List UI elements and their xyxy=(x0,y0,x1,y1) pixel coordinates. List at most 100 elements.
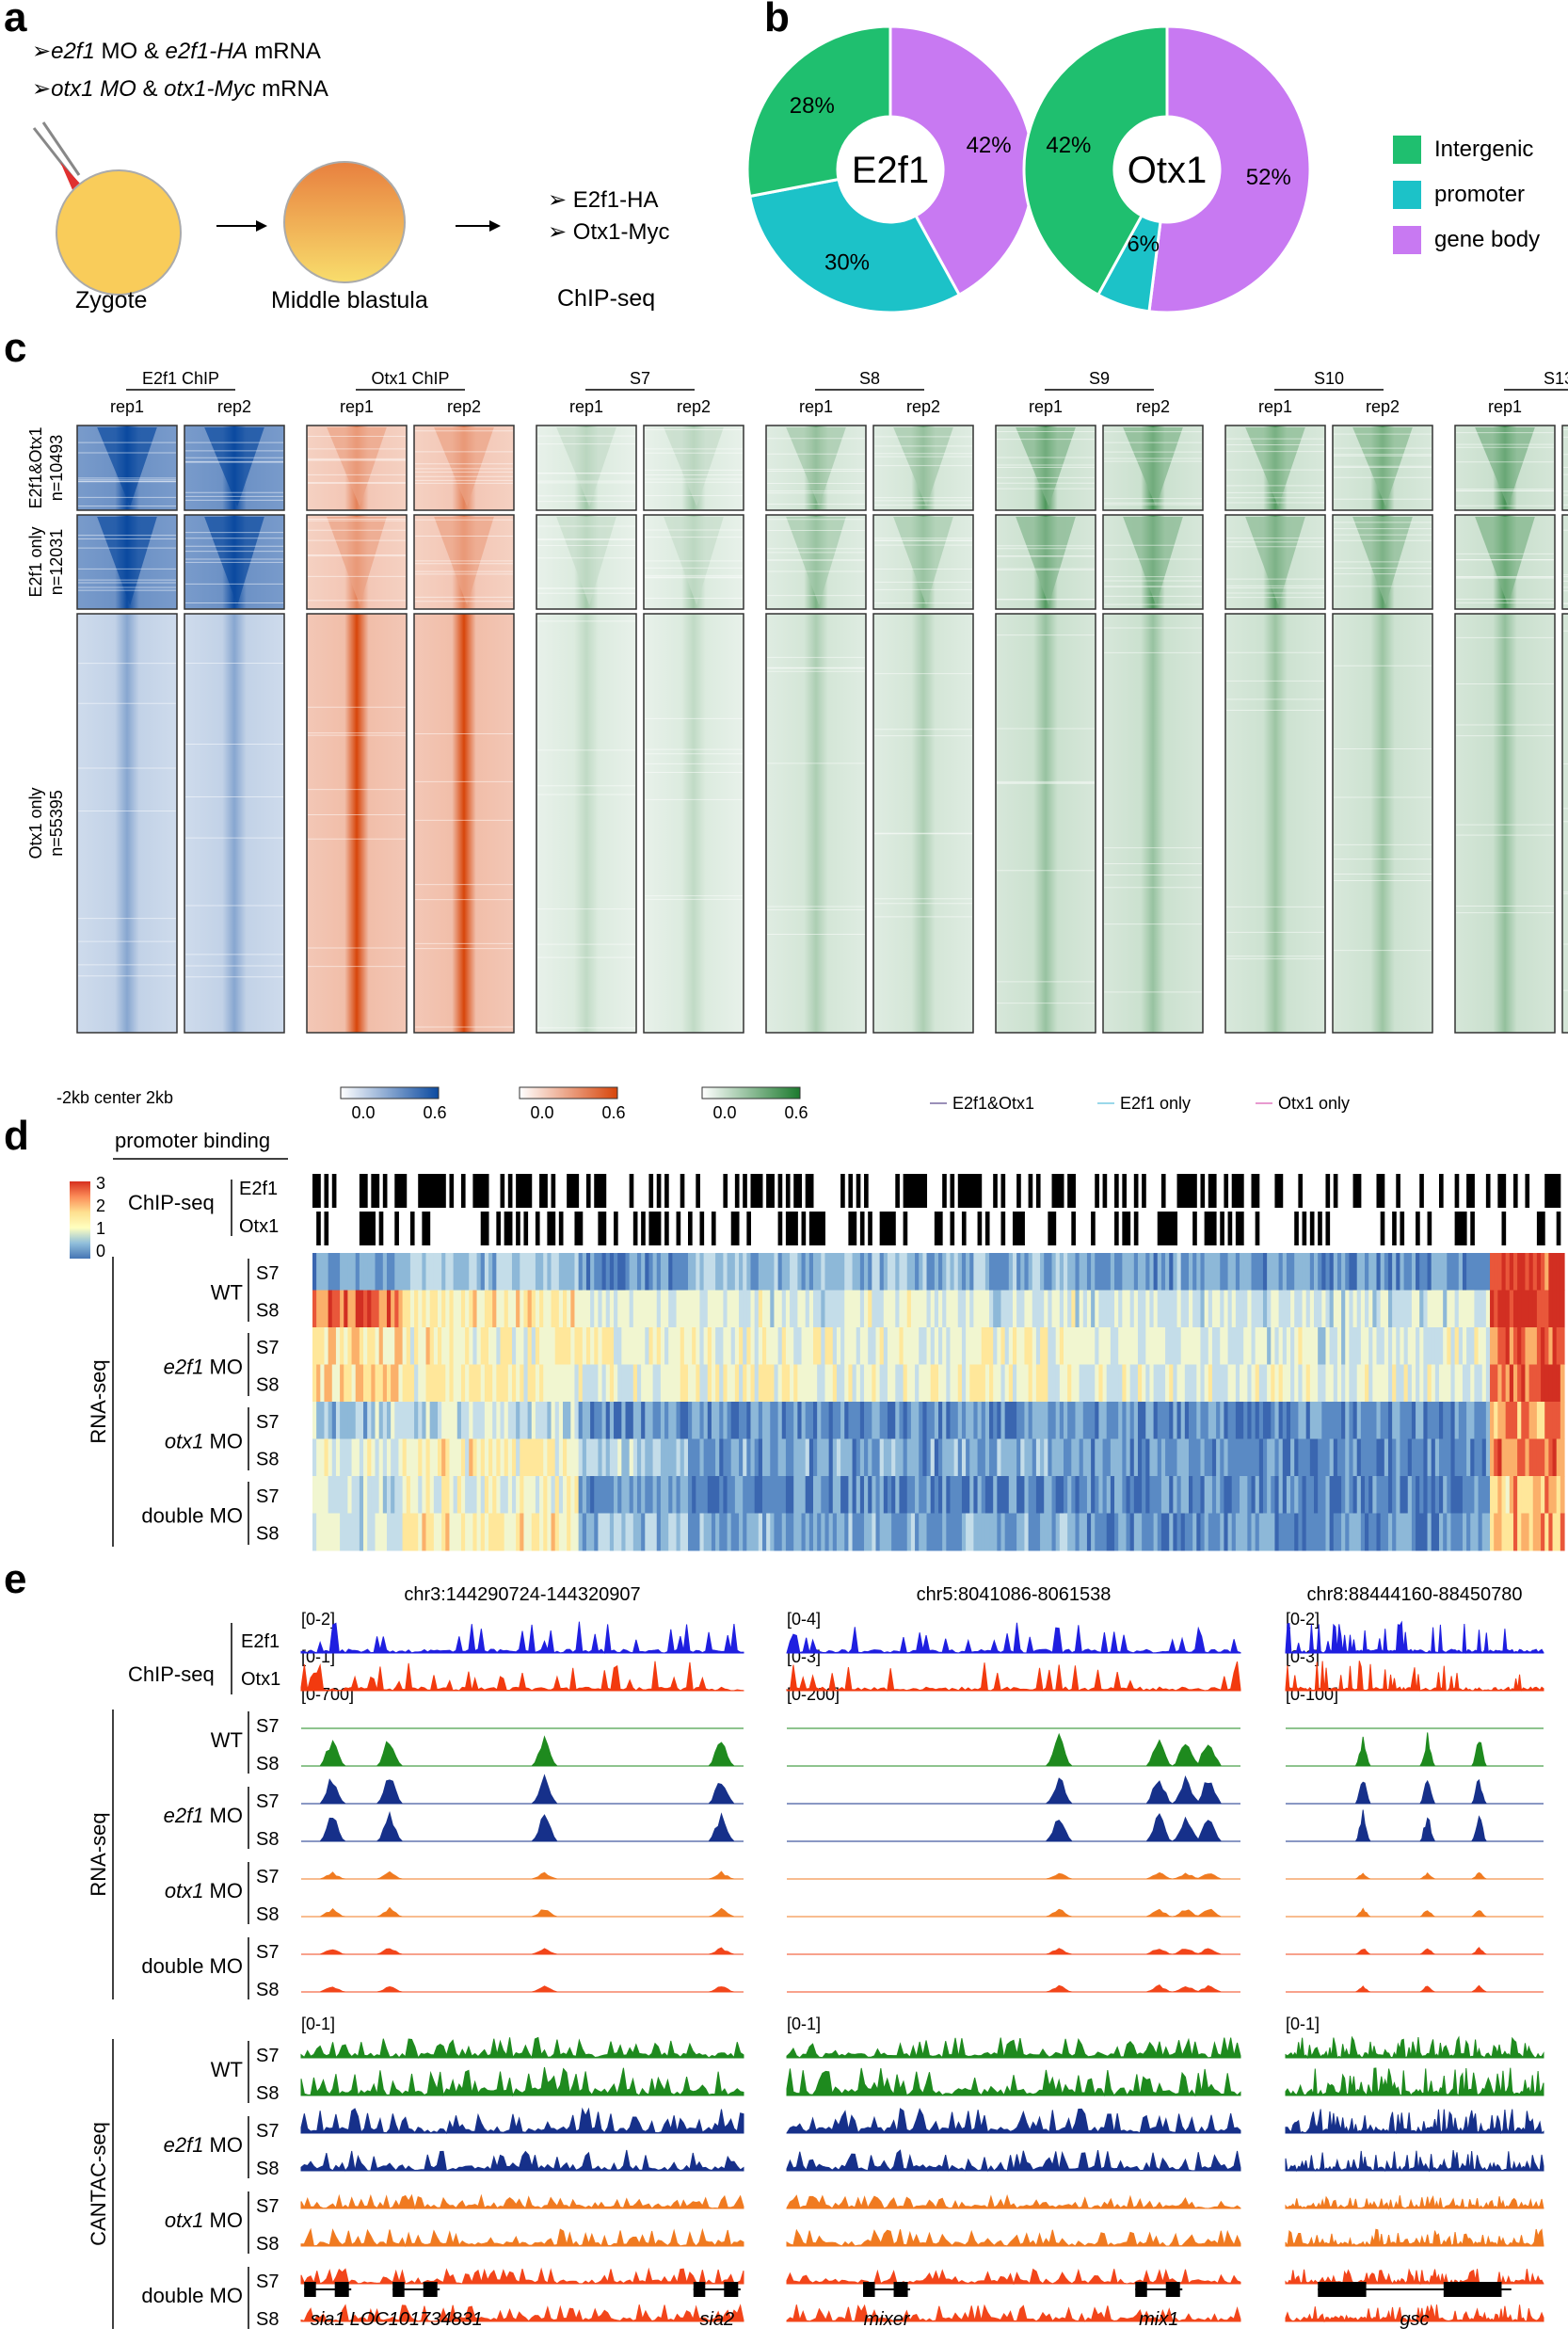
expression-cell xyxy=(723,1438,728,1477)
binding-cell xyxy=(879,1212,885,1245)
expression-cell xyxy=(688,1253,693,1291)
expression-cell xyxy=(355,1327,360,1365)
expression-cell xyxy=(1247,1513,1253,1551)
expression-cell xyxy=(1544,1364,1549,1403)
expression-cell xyxy=(1407,1253,1413,1291)
expression-cell xyxy=(1439,1327,1444,1365)
expression-cell xyxy=(621,1290,627,1328)
expression-cell xyxy=(1079,1438,1084,1477)
expression-cell xyxy=(777,1364,783,1403)
expression-cell xyxy=(1098,1402,1104,1439)
expression-cell xyxy=(672,1290,678,1328)
expression-cell xyxy=(1318,1476,1322,1514)
expression-cell xyxy=(504,1476,509,1514)
expression-cell xyxy=(872,1327,877,1365)
expression-cell xyxy=(734,1402,740,1439)
expression-cell xyxy=(895,1513,901,1551)
binding-cell xyxy=(734,1212,740,1245)
expression-cell xyxy=(406,1327,411,1365)
binding-cell xyxy=(754,1174,760,1208)
expression-cell xyxy=(1227,1438,1233,1477)
expression-cell xyxy=(1536,1438,1542,1477)
expression-cell xyxy=(688,1513,693,1551)
expression-cell xyxy=(1231,1513,1237,1551)
expression-cell xyxy=(1180,1476,1186,1514)
expression-cell xyxy=(425,1476,431,1514)
binding-cell xyxy=(919,1174,923,1208)
expression-cell xyxy=(469,1364,474,1403)
expression-cell xyxy=(614,1476,618,1514)
expression-cell xyxy=(1387,1290,1393,1328)
expression-cell xyxy=(1532,1438,1538,1477)
expression-cell xyxy=(543,1290,548,1328)
expression-cell xyxy=(1396,1290,1401,1328)
expression-cell xyxy=(1325,1327,1331,1365)
expression-cell xyxy=(1240,1438,1244,1477)
expression-cell xyxy=(1474,1253,1480,1291)
legend-item: Intergenic xyxy=(1393,127,1540,172)
expression-cell xyxy=(1129,1476,1135,1514)
expression-cell xyxy=(1392,1476,1397,1514)
expression-cell xyxy=(703,1476,709,1514)
heatmap-panel xyxy=(306,613,408,1034)
expression-cell xyxy=(1552,1327,1558,1365)
expression-cell xyxy=(875,1327,881,1365)
expression-cell xyxy=(989,1327,994,1365)
expression-cell xyxy=(813,1364,818,1403)
expression-cell xyxy=(371,1402,376,1439)
expression-cell xyxy=(805,1290,810,1328)
expression-cell xyxy=(472,1253,478,1291)
colorbar xyxy=(340,1086,440,1100)
expression-cell xyxy=(1525,1438,1530,1477)
expression-cell xyxy=(590,1513,595,1551)
expression-cell xyxy=(516,1476,520,1514)
expression-cell xyxy=(543,1364,548,1403)
binding-cell xyxy=(1356,1174,1362,1208)
expression-cell xyxy=(1302,1402,1307,1439)
expression-cell xyxy=(621,1513,627,1551)
expression-cell xyxy=(895,1327,901,1365)
binding-cell xyxy=(359,1212,364,1245)
expression-cell xyxy=(1082,1476,1088,1514)
expression-cell xyxy=(1431,1513,1436,1551)
expression-cell xyxy=(703,1364,709,1403)
binding-cell xyxy=(942,1174,947,1208)
expression-cell xyxy=(1376,1513,1382,1551)
expression-cell xyxy=(1372,1513,1378,1551)
expression-cell xyxy=(984,1476,990,1514)
expression-cell xyxy=(429,1253,435,1291)
expression-cell xyxy=(648,1513,654,1551)
expression-cell xyxy=(1376,1253,1382,1291)
expression-cell xyxy=(1064,1513,1068,1551)
expression-cell xyxy=(840,1253,845,1291)
expression-cell xyxy=(1040,1364,1045,1403)
signal-track xyxy=(1286,1809,1544,1842)
expression-cell xyxy=(438,1253,442,1291)
expression-cell xyxy=(1071,1476,1077,1514)
expression-cell xyxy=(1450,1364,1456,1403)
expression-cell xyxy=(578,1438,584,1477)
condition-label: e2f1 MO xyxy=(164,1356,243,1379)
expression-cell xyxy=(1086,1290,1092,1328)
expression-cell xyxy=(797,1364,803,1403)
expression-cell xyxy=(1294,1253,1299,1291)
signal-track xyxy=(1285,2149,1544,2173)
expression-cell xyxy=(433,1438,439,1477)
expression-cell xyxy=(1067,1290,1072,1328)
expression-cell xyxy=(520,1364,525,1403)
expression-cell xyxy=(1142,1438,1146,1477)
expression-cell xyxy=(1481,1290,1487,1328)
expression-cell xyxy=(582,1476,587,1514)
expression-cell xyxy=(1497,1253,1503,1291)
expression-cell xyxy=(707,1476,712,1514)
expression-cell xyxy=(465,1290,470,1328)
expression-cell xyxy=(1443,1476,1448,1514)
expression-cell xyxy=(641,1476,646,1514)
panel-label-b: b xyxy=(764,0,790,40)
expression-cell xyxy=(1450,1513,1456,1551)
expression-cell xyxy=(1028,1364,1033,1403)
binding-cell xyxy=(883,1212,888,1245)
expression-cell xyxy=(930,1327,936,1365)
expression-cell xyxy=(378,1438,384,1477)
expression-cell xyxy=(1517,1438,1522,1477)
